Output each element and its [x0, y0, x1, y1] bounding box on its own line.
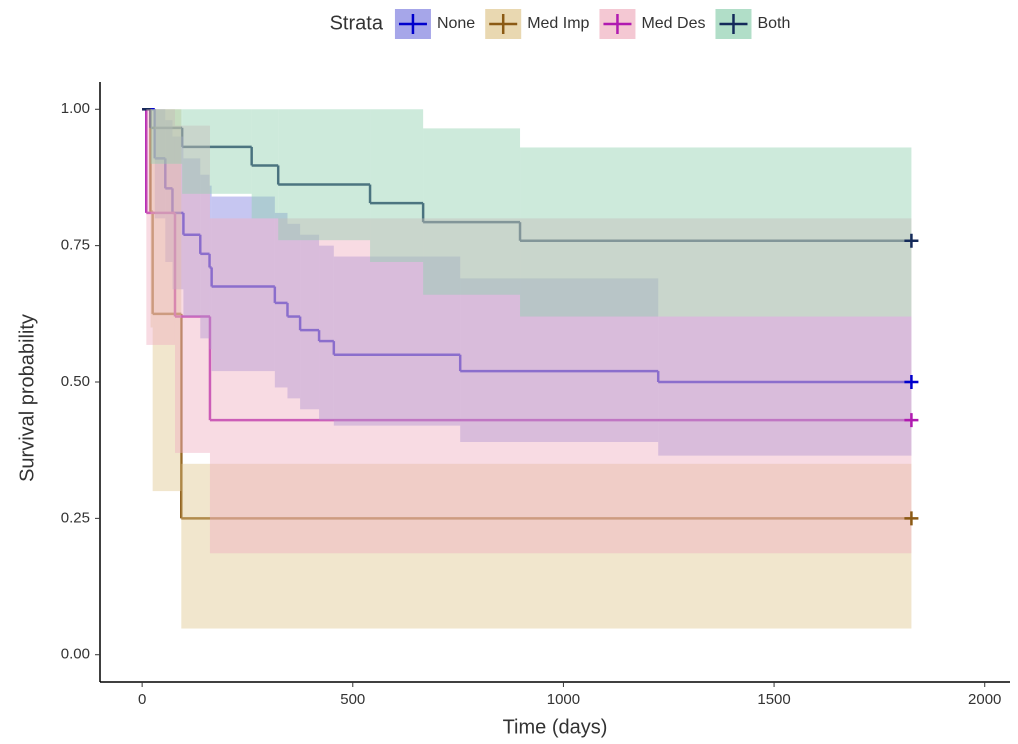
y-tick-label: 0.00: [61, 646, 90, 663]
lines: [142, 108, 912, 520]
censor-mark: [904, 511, 919, 526]
y-axis-title: Survival probability: [16, 314, 38, 482]
x-tick-label: 1500: [757, 691, 790, 708]
confidence-band: [182, 109, 252, 194]
legend-symbol: [489, 14, 518, 34]
confidence-band: [423, 128, 521, 295]
confidence-band: [370, 109, 424, 262]
confidence-band: [150, 109, 183, 164]
confidence-band: [152, 109, 182, 492]
y-tick-label: 0.75: [61, 237, 90, 254]
x-tick-label: 2000: [968, 691, 1001, 708]
censor-mark: [904, 233, 919, 248]
confidence-band: [209, 218, 912, 554]
x-tick-label: 1000: [547, 691, 580, 708]
legend-symbol: [603, 14, 632, 34]
confidence-band: [251, 109, 279, 219]
confidence-band: [150, 109, 153, 328]
legend-label: Both: [757, 15, 790, 32]
censor-marks: [904, 233, 919, 526]
confidence-band: [658, 316, 912, 456]
confidence-band: [278, 109, 371, 241]
confidence-band: [174, 125, 210, 453]
x-axis-title: Time (days): [503, 716, 608, 738]
legend: Strata None Med Imp Med Des Both: [330, 9, 790, 39]
confidence-band: [300, 234, 320, 410]
legend-label: Med Imp: [527, 15, 589, 32]
y-tick-label: 1.00: [61, 100, 90, 117]
confidence-band: [333, 256, 461, 426]
confidence-band: [165, 120, 173, 262]
y-tick-label: 0.50: [61, 373, 90, 390]
confidence-band: [200, 174, 210, 339]
confidence-band: [209, 185, 212, 350]
confidence-band: [520, 147, 912, 317]
confidence-band: [183, 158, 201, 317]
confidence-band: [154, 109, 166, 219]
legend-symbol: [398, 14, 427, 34]
censor-mark: [904, 375, 919, 389]
x-tick-label: 500: [340, 691, 365, 708]
legend-title: Strata: [330, 12, 384, 34]
confidence-band: [211, 196, 275, 372]
confidence-band: [181, 463, 912, 629]
legend-label: Med Des: [641, 15, 705, 32]
confidence-band: [274, 212, 288, 388]
legend-label: None: [437, 15, 475, 32]
bands: [146, 109, 912, 629]
x-tick-label: 0: [138, 691, 146, 708]
confidence-band: [172, 136, 184, 290]
confidence-band: [146, 109, 175, 345]
censor-mark: [904, 413, 919, 428]
confidence-band: [460, 278, 659, 442]
confidence-band: [287, 223, 301, 399]
legend-symbol: [719, 14, 748, 34]
y-tick-label: 0.25: [61, 509, 90, 526]
confidence-band: [319, 245, 334, 421]
